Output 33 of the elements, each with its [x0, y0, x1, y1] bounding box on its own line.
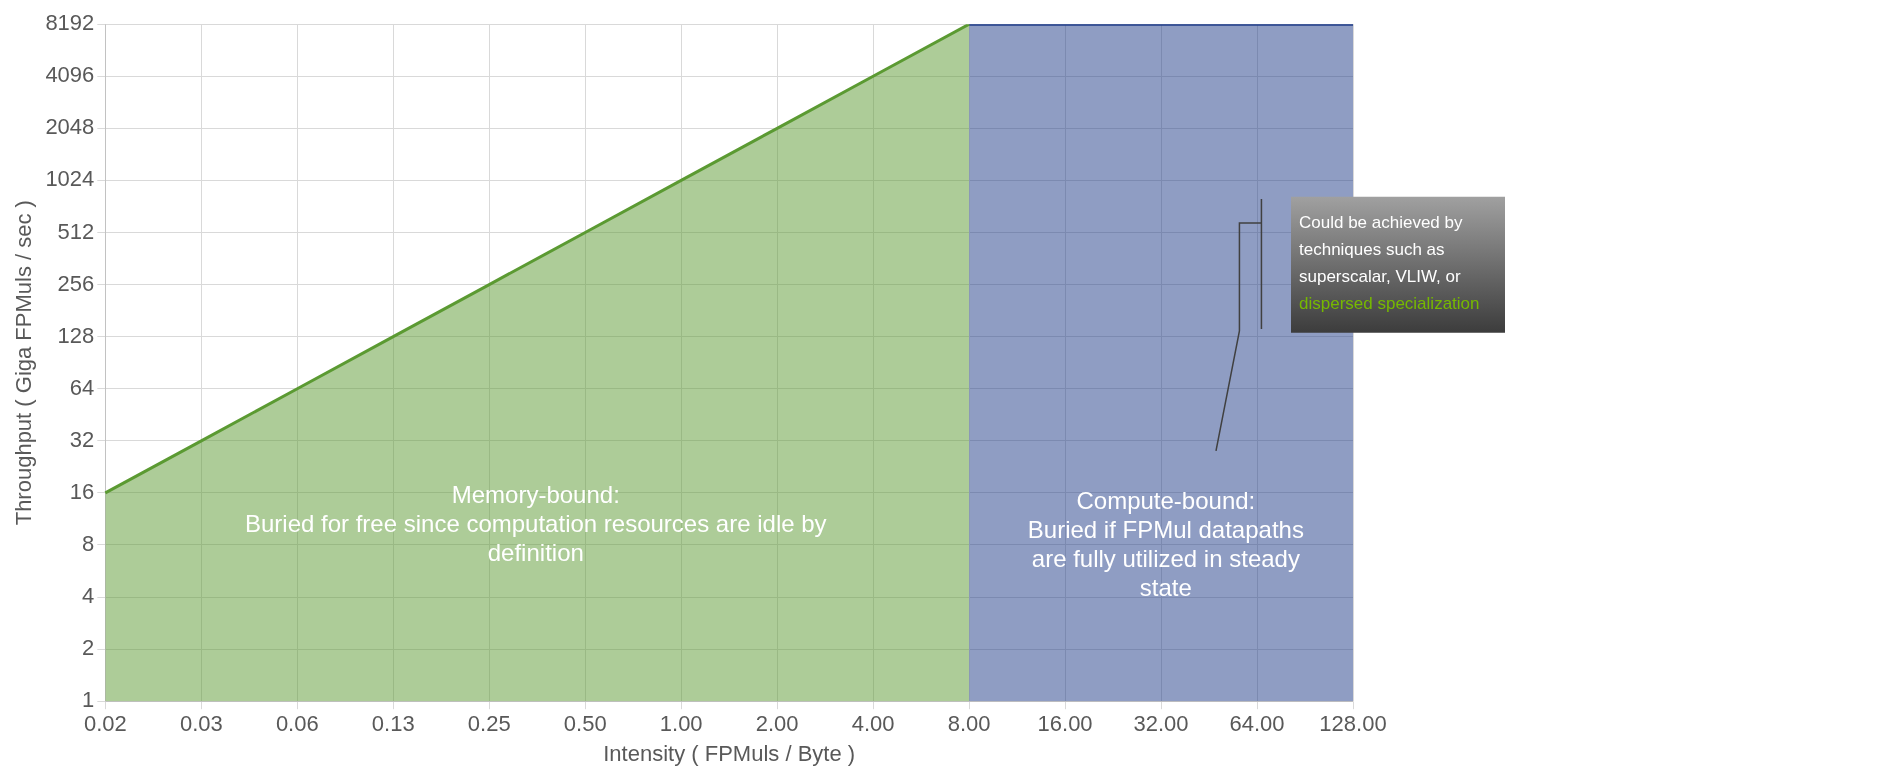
x-tick-label: 2.00: [755, 711, 799, 737]
annotation: Memory-bound: Buried for free since computation resources are idle by definition: [244, 480, 827, 566]
x-tick-label: 64.00: [1229, 711, 1285, 737]
y-tick-label: 8192: [45, 10, 95, 36]
x-tick-label: 16.00: [1037, 711, 1093, 737]
x-tick-label: 0.50: [563, 711, 607, 737]
y-axis-title: Throughput ( Giga FPMuls / sec ): [11, 200, 37, 526]
x-tick-label: 1.00: [659, 711, 703, 737]
x-tick-label: 0.13: [371, 711, 415, 737]
x-tick-label: 128.00: [1319, 711, 1387, 737]
y-tick-label: 1024: [45, 166, 95, 192]
x-tick-label: 0.02: [83, 711, 127, 737]
y-tick-label: 1: [82, 687, 95, 713]
y-tick-label: 32: [69, 426, 95, 452]
x-axis-title: Intensity ( FPMuls / Byte ): [603, 740, 856, 766]
y-tick-label: 512: [57, 218, 95, 244]
y-tick-label: 256: [57, 270, 95, 296]
y-tick-label: 16: [69, 478, 95, 504]
annotation: Could be achieved by techniques such as superscalar, VLIW, or dispersed specialization: [1299, 212, 1480, 313]
x-tick-label: 32.00: [1133, 711, 1189, 737]
y-tick-label: 64: [69, 374, 95, 400]
y-tick-label: 2048: [45, 114, 95, 140]
x-tick-label: 0.06: [275, 711, 319, 737]
y-tick-label: 2: [82, 635, 95, 661]
x-tick-label: 4.00: [851, 711, 895, 737]
x-tick-label: 0.03: [179, 711, 223, 737]
y-tick-label: 128: [57, 322, 95, 348]
y-tick-label: 4096: [45, 62, 95, 88]
x-tick-label: 0.25: [467, 711, 511, 737]
annotation: Compute-bound: Buried if FPMul datapaths are fully utilized in steady state: [1027, 486, 1304, 601]
y-tick-label: 4: [82, 583, 95, 609]
y-tick-label: 8: [82, 531, 95, 557]
x-tick-label: 8.00: [947, 711, 991, 737]
